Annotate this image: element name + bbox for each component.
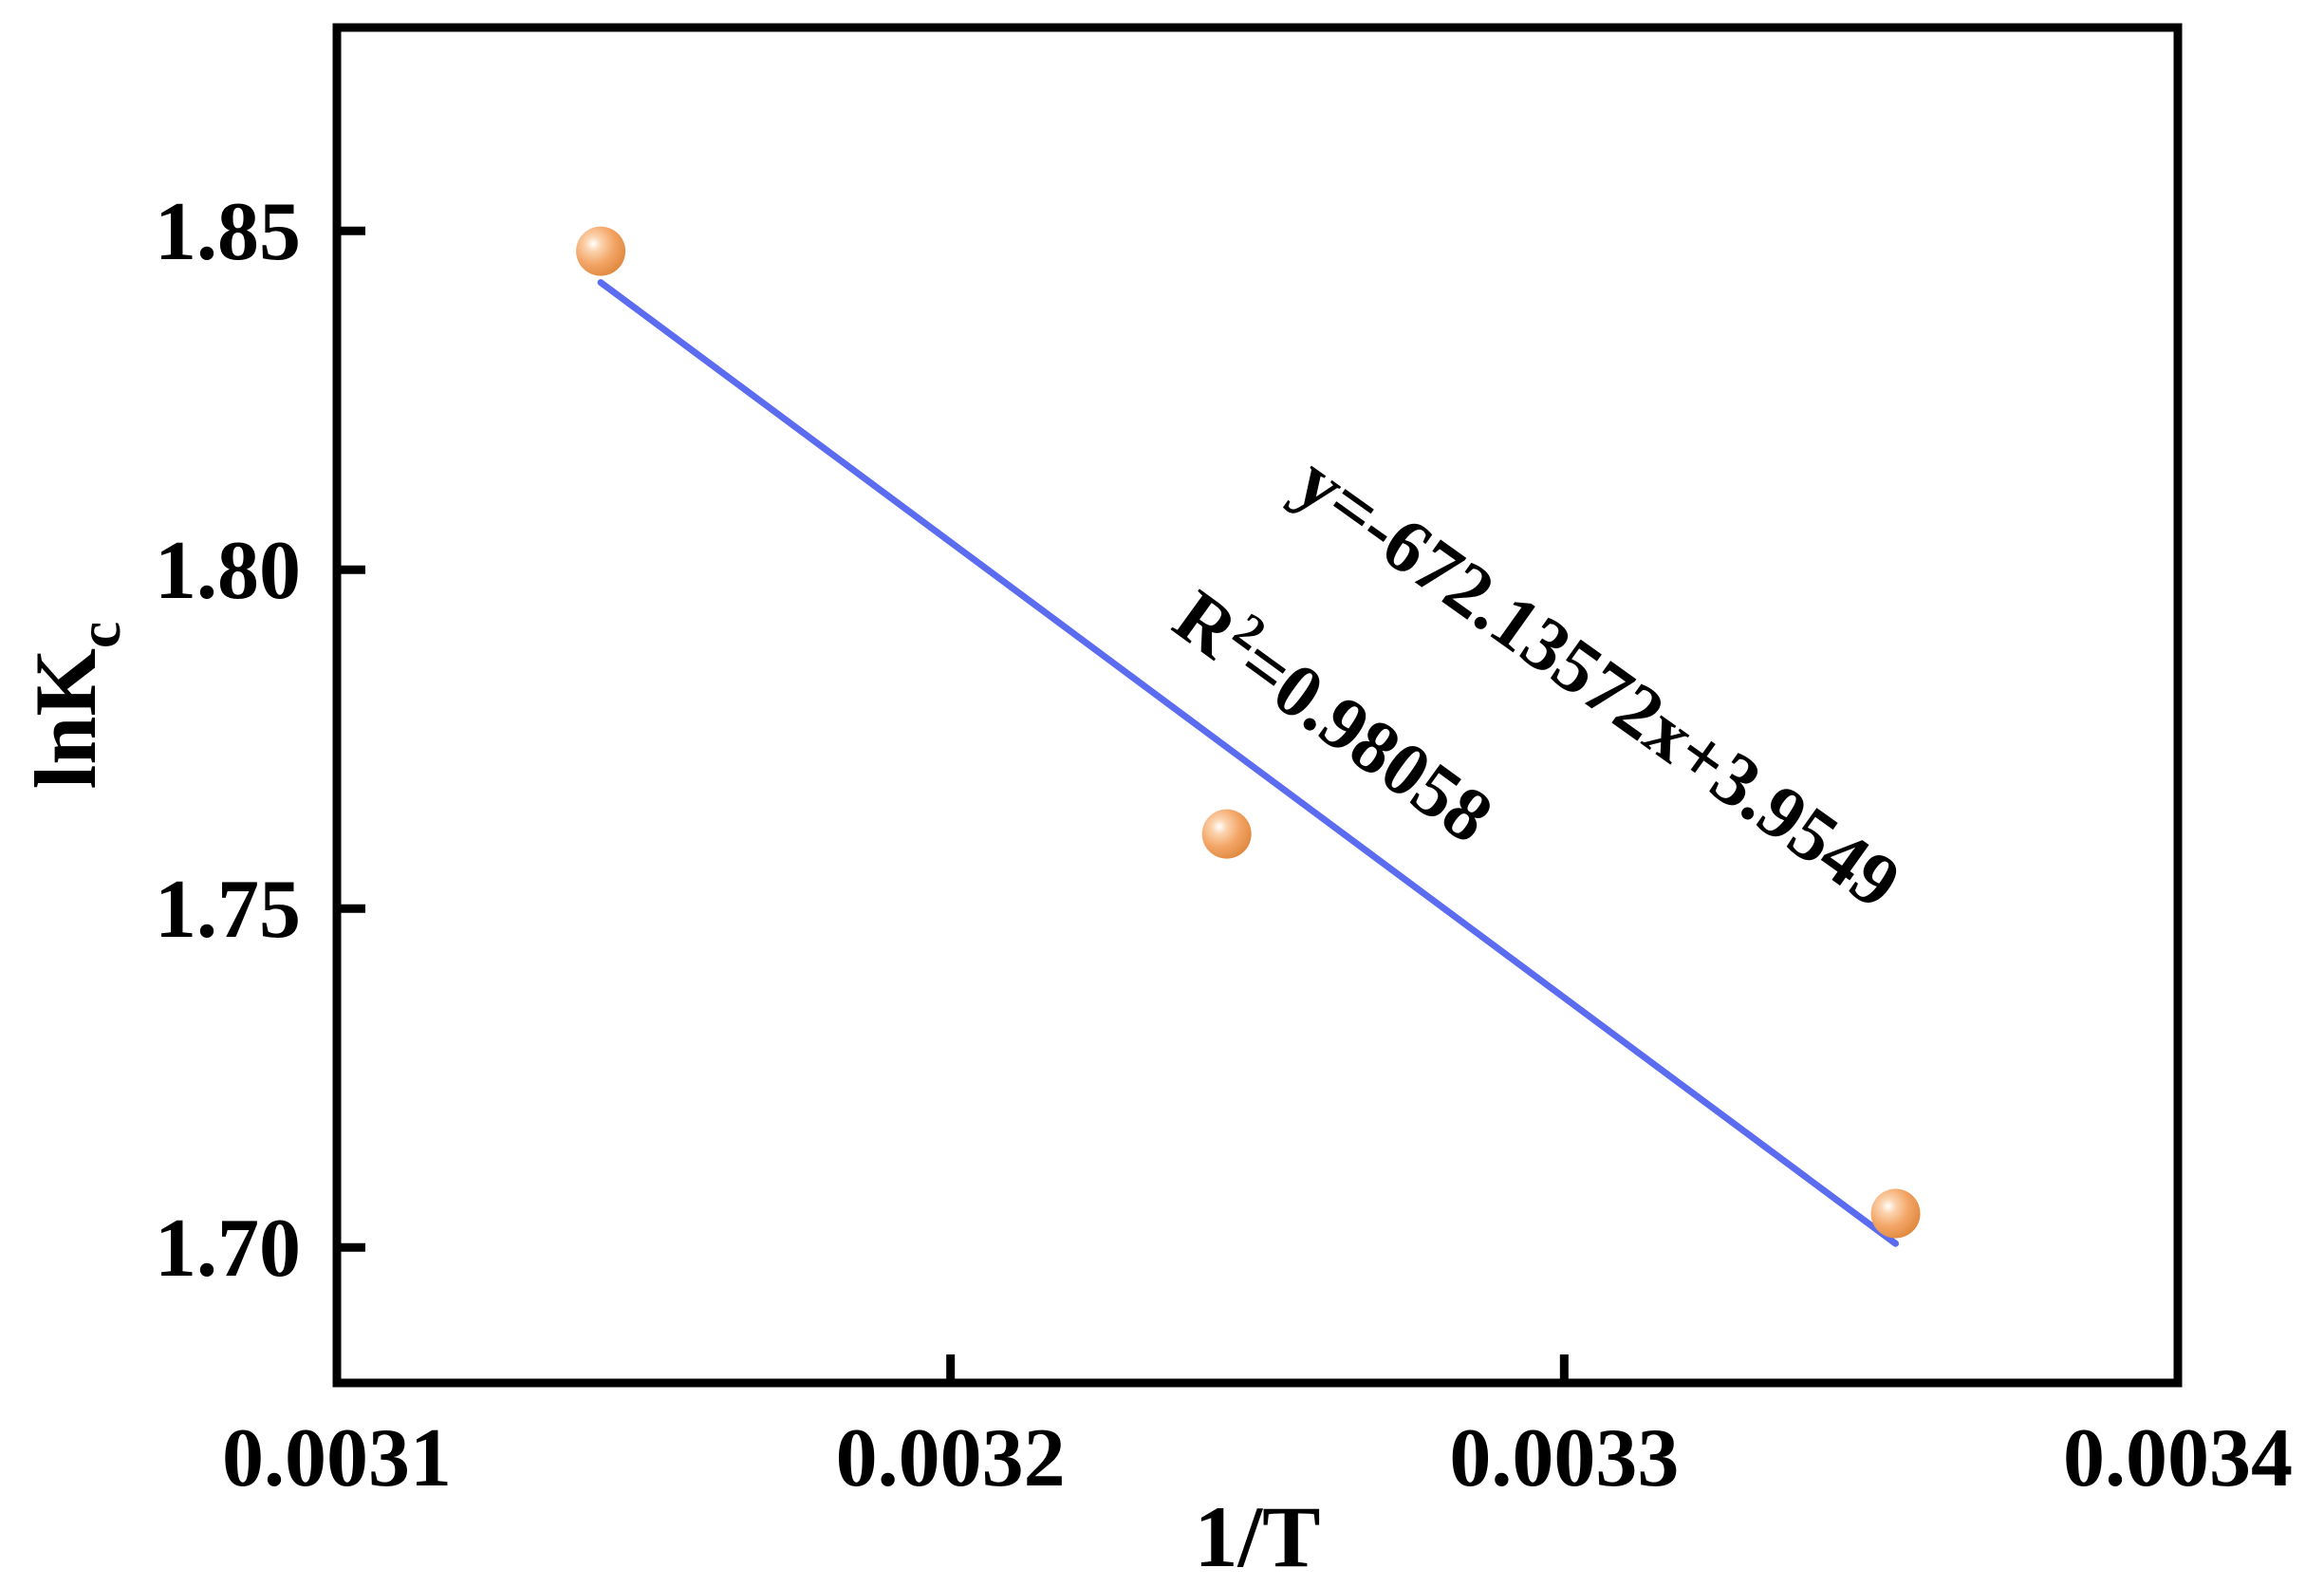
y-axis-title-subscript: c	[65, 622, 133, 648]
y-tick-label: 1.70	[155, 1203, 301, 1295]
data-points	[576, 226, 1921, 1239]
x-axis-title: 1/T	[1195, 1488, 1321, 1585]
x-tick-label: 0.0031	[222, 1412, 452, 1504]
equation-text: y=-672.13572x+3.9549	[1281, 439, 1915, 925]
data-point	[1201, 809, 1252, 859]
r-squared-value: =0.98058	[1223, 622, 1507, 860]
y-tick-label: 1.80	[155, 525, 301, 617]
x-axis-ticks: 0.0031 0.0032 0.0033 0.0034	[222, 1354, 2293, 1504]
plot-frame	[332, 23, 2183, 1388]
y-axis-title: lnKc	[17, 622, 133, 790]
y-axis-ticks: 1.70 1.75 1.80 1.85	[155, 186, 365, 1295]
y-axis-title-main: lnK	[17, 648, 114, 789]
fit-line	[597, 279, 1900, 1247]
equation-annotation: y=-672.13572x+3.9549	[1281, 439, 1915, 925]
data-point	[1870, 1188, 1921, 1239]
x-tick-label: 0.0034	[2063, 1412, 2293, 1504]
x-tick-label: 0.0032	[836, 1412, 1066, 1504]
data-point	[576, 226, 626, 276]
y-tick-label: 1.85	[155, 186, 301, 278]
y-tick-label: 1.75	[155, 864, 301, 956]
x-tick-label: 0.0033	[1449, 1412, 1679, 1504]
